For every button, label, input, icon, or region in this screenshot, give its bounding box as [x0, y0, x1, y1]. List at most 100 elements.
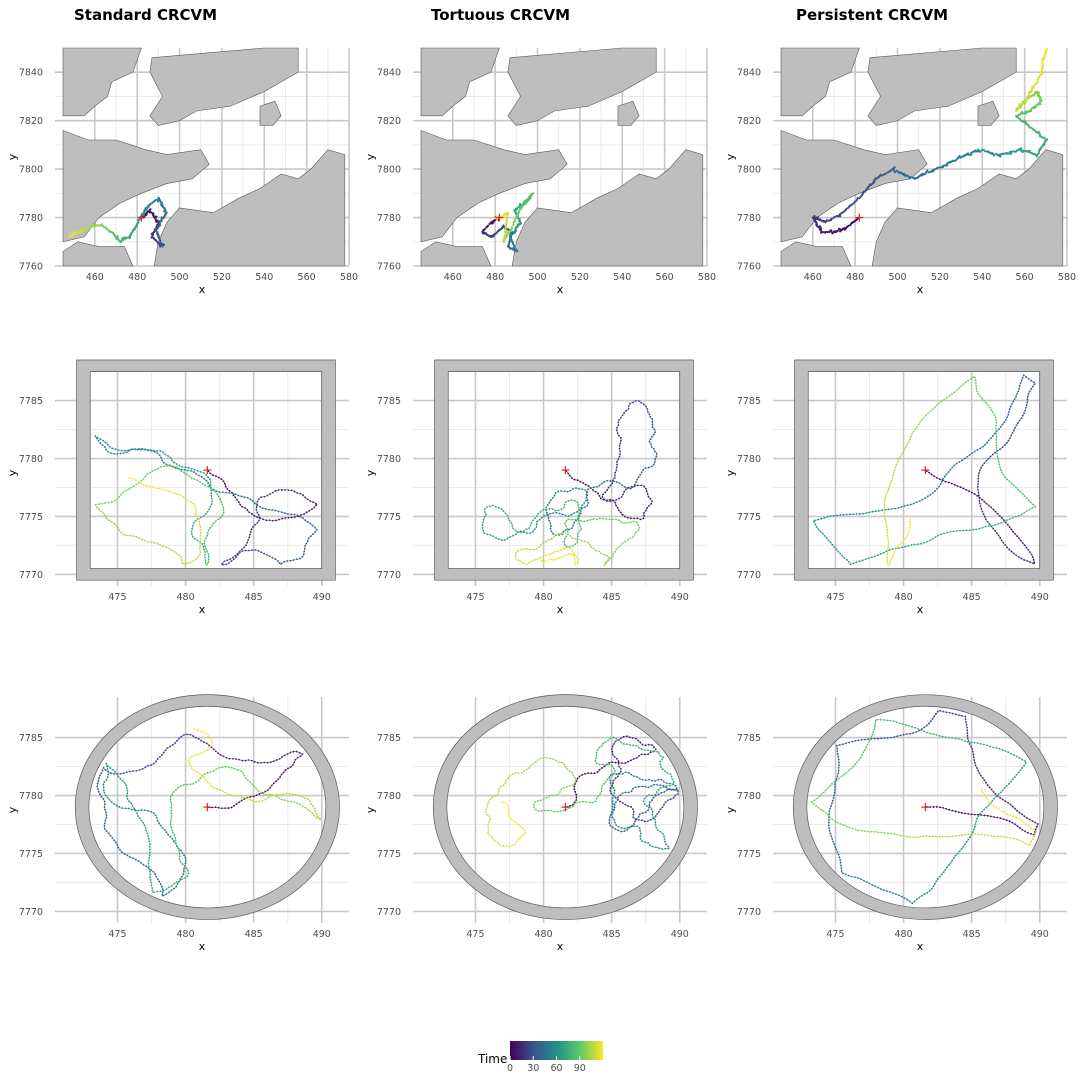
- track-segment: [505, 513, 507, 515]
- track-segment: [155, 219, 160, 223]
- track-segment: [121, 492, 124, 494]
- track-point: [158, 487, 161, 490]
- track-segment: [242, 506, 244, 508]
- track-point: [145, 485, 148, 487]
- track-segment: [552, 496, 554, 499]
- track-segment: [994, 152, 1002, 158]
- track-segment: [484, 515, 486, 518]
- panel-grid: 460 480 500 520 540 560 580 7760 7780 7800 7820 784…: [6, 47, 1076, 953]
- track-segment: [605, 490, 607, 493]
- track-segment: [637, 530, 639, 532]
- track-segment: [235, 497, 237, 499]
- track-segment: [828, 230, 831, 234]
- track-segment: [162, 452, 165, 454]
- track-point: [231, 492, 234, 495]
- track-segment: [646, 492, 648, 495]
- track-segment: [831, 231, 835, 235]
- track-segment: [1041, 143, 1046, 146]
- x-tick-label: 560: [298, 272, 316, 283]
- track-segment: [278, 518, 281, 520]
- track-segment: [156, 224, 162, 228]
- track-segment: [991, 151, 996, 157]
- track-segment: [144, 540, 147, 542]
- track-segment: [189, 500, 191, 503]
- track-segment: [511, 522, 513, 525]
- track-segment: [651, 446, 653, 449]
- track-segment: [200, 475, 202, 478]
- track-point: [190, 530, 193, 533]
- track-segment: [173, 467, 176, 469]
- track-point: [191, 527, 194, 530]
- track-segment: [524, 199, 528, 205]
- track-segment: [540, 517, 542, 519]
- track-segment: [175, 493, 178, 495]
- track-point: [199, 548, 201, 551]
- track-segment: [534, 516, 536, 519]
- track-segment: [569, 514, 572, 516]
- track-segment: [119, 494, 122, 496]
- track-segment: [892, 168, 897, 174]
- track-segment: [586, 489, 589, 491]
- track: [811, 48, 1049, 235]
- track-point: [630, 517, 632, 520]
- track-segment: [309, 509, 311, 512]
- track-segment: [179, 465, 181, 467]
- track-segment: [103, 445, 106, 448]
- track-point: [633, 517, 636, 520]
- track-segment: [647, 495, 649, 497]
- track-segment: [204, 544, 206, 547]
- track-segment: [1033, 152, 1039, 158]
- track-segment: [579, 513, 581, 515]
- track-segment: [1025, 149, 1031, 153]
- track-point: [570, 499, 573, 502]
- track-segment: [493, 217, 499, 220]
- x-tick-label: 560: [1016, 272, 1034, 283]
- track-segment: [124, 490, 126, 492]
- track-segment: [141, 539, 144, 541]
- track-segment: [128, 450, 130, 452]
- track-segment: [173, 742, 176, 745]
- track-segment: [580, 481, 583, 483]
- track-point: [632, 520, 635, 523]
- track-segment: [123, 534, 126, 536]
- track-point: [226, 559, 229, 562]
- track-segment: [192, 478, 195, 480]
- track-segment: [610, 484, 612, 486]
- track-segment: [577, 479, 580, 482]
- track-segment: [1017, 117, 1022, 121]
- track-segment: [577, 502, 579, 504]
- start-marker: [137, 213, 146, 222]
- track-point: [180, 468, 183, 471]
- track-segment: [602, 518, 605, 520]
- track-point: [525, 528, 528, 530]
- track-point: [183, 468, 186, 471]
- track-segment: [295, 514, 298, 516]
- track-segment: [615, 505, 617, 507]
- track-segment: [115, 498, 118, 501]
- track-segment: [155, 226, 160, 231]
- track-segment: [514, 534, 517, 536]
- track-segment: [572, 525, 574, 528]
- track-segment: [510, 231, 517, 236]
- track-point: [626, 521, 629, 524]
- track-segment: [580, 508, 583, 510]
- track-segment: [619, 455, 621, 457]
- land-polygon: [780, 129, 928, 243]
- track-segment: [154, 487, 157, 489]
- track-segment: [117, 496, 120, 499]
- track-segment: [621, 522, 623, 524]
- x-tick-label: 500: [528, 272, 546, 283]
- track-segment: [103, 502, 106, 504]
- track-segment: [552, 508, 555, 511]
- track-segment: [647, 411, 650, 413]
- track-segment: [292, 490, 295, 492]
- track-segment: [299, 557, 302, 559]
- track-segment: [184, 497, 186, 499]
- x-tick-label: 460: [86, 272, 104, 283]
- track-segment: [638, 400, 641, 402]
- x-tick-label: 480: [846, 272, 864, 283]
- track-segment: [528, 526, 531, 529]
- track-segment: [144, 476, 146, 478]
- track-segment: [96, 507, 99, 509]
- track-segment: [163, 489, 166, 491]
